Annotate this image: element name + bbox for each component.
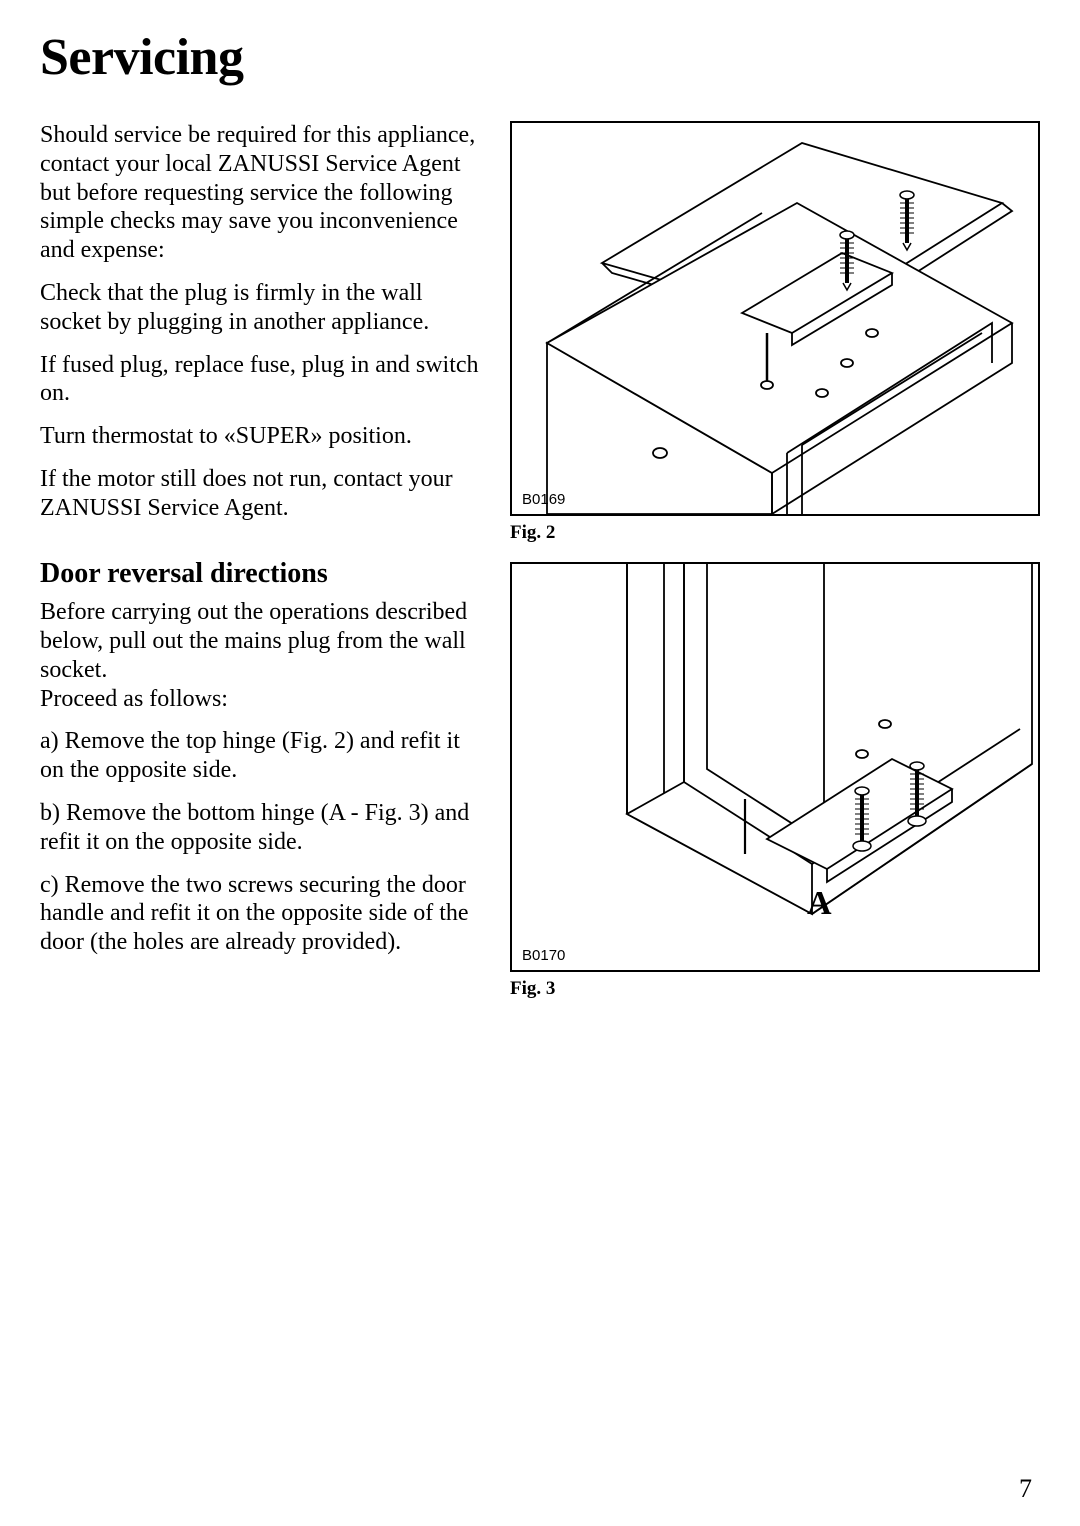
paragraph-fuse: If fused plug, replace fuse, plug in and… [40, 351, 480, 409]
door-paragraph-intro: Before carrying out the operations descr… [40, 598, 480, 713]
figure-3-id: B0170 [522, 947, 565, 964]
paragraph-motor: If the motor still does not run, contact… [40, 465, 480, 523]
figure-3-label-a: A [807, 885, 832, 922]
door-paragraph-b: b) Remove the bottom hinge (A - Fig. 3) … [40, 799, 480, 857]
figure-2-box: B0169 [510, 121, 1040, 516]
figure-3-illustration: A [512, 564, 1038, 970]
figure-3-box: A B0170 [510, 562, 1040, 972]
figure-3-caption: Fig. 3 [510, 978, 1040, 1000]
figure-2-illustration [512, 123, 1038, 514]
right-column: B0169 Fig. 2 [510, 121, 1040, 1018]
figure-2-id: B0169 [522, 491, 565, 508]
page-title: Servicing [40, 28, 1040, 87]
figure-2-caption: Fig. 2 [510, 522, 1040, 544]
paragraph-check-plug: Check that the plug is firmly in the wal… [40, 279, 480, 337]
paragraph-intro: Should service be required for this appl… [40, 121, 480, 265]
paragraph-thermostat: Turn thermostat to «SUPER» position. [40, 422, 480, 451]
left-column: Should service be required for this appl… [40, 121, 480, 1018]
door-paragraph-c: c) Remove the two screws securing the do… [40, 871, 480, 957]
page-number: 7 [1019, 1474, 1032, 1504]
content-columns: Should service be required for this appl… [40, 121, 1040, 1018]
subheading-door-reversal: Door reversal directions [40, 557, 480, 591]
door-paragraph-a: a) Remove the top hinge (Fig. 2) and ref… [40, 727, 480, 785]
